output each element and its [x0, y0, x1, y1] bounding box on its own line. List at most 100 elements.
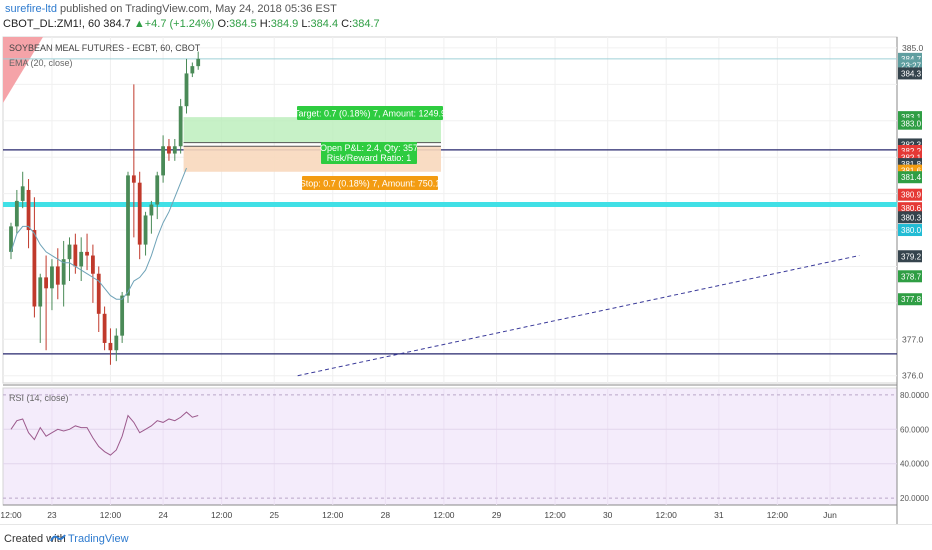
footer: Created with TradingView: [0, 524, 932, 550]
candle-body: [55, 266, 60, 285]
low-label: L:: [301, 18, 311, 30]
up-triangle-icon: ▲: [133, 18, 145, 30]
author-link[interactable]: surefire-ltd: [5, 3, 57, 15]
candle-body: [9, 226, 13, 252]
candle-body: [73, 244, 78, 267]
price-marker-label: 23:27: [901, 61, 922, 70]
candle-body: [91, 255, 95, 274]
target-zone: [183, 117, 441, 143]
candle-body: [79, 251, 84, 267]
publish-date: published on TradingView.com, May 24, 20…: [56, 3, 337, 15]
price-marker-label: 382.2: [901, 147, 922, 156]
drawing-triangle: [3, 37, 43, 103]
price-marker-bg: [898, 188, 922, 201]
price-marker-label: 381.8: [901, 160, 922, 169]
price-marker-label: 380.3: [901, 213, 922, 222]
price-marker-label: 381.6: [901, 167, 922, 176]
candle-body: [137, 182, 142, 245]
price-marker-bg: [898, 224, 922, 237]
price-marker-bg: [898, 59, 922, 72]
candle-body: [26, 189, 31, 231]
price-marker-label: 382.3: [901, 140, 922, 149]
price-tick-label: 377.0: [902, 334, 924, 344]
rsi-legend: RSI (14, close): [9, 393, 69, 403]
candle-body: [108, 342, 113, 351]
price-marker-label: 383.1: [901, 113, 922, 122]
price-marker-label: 380.6: [901, 204, 922, 213]
symbol-name: CBOT_DL:ZM1!, 60: [3, 18, 101, 30]
rsi-tick-label: 20.0000: [900, 494, 929, 503]
rsi-tick-label: 60.0000: [900, 425, 929, 434]
time-tick-label: 12:00: [544, 510, 566, 520]
candle-body: [20, 186, 25, 201]
price-marker-label: 383.0: [901, 120, 922, 129]
time-tick-label: 12:00: [100, 510, 122, 520]
ema-legend: EMA (20, close): [9, 58, 73, 68]
target-label-bg: [297, 106, 443, 120]
time-tick-label: 12:00: [767, 510, 789, 520]
price-marker-label: 384.3: [901, 69, 922, 78]
candle-body: [44, 277, 48, 289]
candle-body: [102, 313, 107, 343]
candle-body: [50, 266, 54, 289]
time-tick-label: 30: [603, 510, 613, 520]
time-tick-label: 24: [158, 510, 168, 520]
open-value: 384.5: [229, 18, 257, 30]
price-marker-bg: [898, 67, 922, 80]
candle-body: [172, 146, 177, 154]
tradingview-logo-icon: [50, 534, 66, 542]
candle-body: [126, 175, 130, 296]
price-marker-label: 380.9: [901, 191, 922, 200]
time-tick-label: 25: [270, 510, 280, 520]
candle-body: [190, 66, 195, 74]
low-value: 384.4: [310, 18, 339, 30]
price-marker-bg: [898, 202, 922, 215]
stop-label-bg: [302, 176, 438, 190]
price-marker-bg: [898, 117, 922, 130]
candle-body: [161, 146, 165, 176]
candle-body: [196, 58, 201, 67]
stop-label: Stop: 0.7 (0.18%) 7, Amount: 750.1: [300, 179, 441, 189]
candle-body: [61, 259, 66, 285]
candle-body: [120, 295, 125, 336]
symbol-info: CBOT_DL:ZM1!, 60 384.7 ▲+4.7 (+1.24%) O:…: [3, 18, 380, 30]
time-tick-label: 23: [47, 510, 57, 520]
rsi-tick-label: 40.0000: [900, 460, 929, 469]
time-tick-label: Jun: [823, 510, 837, 520]
price-marker-label: 381.4: [901, 173, 922, 182]
price-change: +4.7 (+1.24%): [144, 18, 215, 30]
candle-body: [143, 215, 148, 245]
price-marker-bg: [898, 171, 922, 184]
time-tick-label: 28: [381, 510, 391, 520]
time-tick-label: 12:00: [433, 510, 455, 520]
dashed-trendline: [297, 255, 860, 377]
candle-body: [32, 230, 37, 307]
price-marker-label: 384.7: [901, 55, 922, 64]
time-tick-label: 12:00: [211, 510, 233, 520]
price-marker-bg: [898, 250, 922, 263]
pnl-label-bg: [321, 142, 417, 164]
candle-body: [155, 175, 160, 205]
candle-body: [178, 106, 183, 147]
candle-body: [149, 204, 154, 216]
tradingview-brand-link[interactable]: TradingView: [68, 533, 129, 545]
price-pane: [2, 36, 898, 384]
rsi-line: [10, 411, 199, 456]
open-label: O:: [217, 18, 230, 30]
risk-reward-label: Risk/Reward Ratio: 1: [327, 153, 412, 163]
target-label: Target: 0.7 (0.18%) 7, Amount: 1249.9: [294, 109, 446, 119]
candle-body: [14, 200, 19, 227]
candle-body: [184, 73, 189, 107]
time-tick-label: 12:00: [656, 510, 678, 520]
open-pnl-label: Open P&L: 2.4, Qty: 357: [320, 143, 418, 153]
close-label: C:: [341, 18, 353, 30]
chart-title: SOYBEAN MEAL FUTURES - ECBT, 60, CBOT: [9, 43, 201, 53]
candle-body: [85, 251, 89, 256]
time-tick-label: 31: [714, 510, 724, 520]
price-marker-label: 378.7: [901, 272, 922, 281]
price-marker-bg: [898, 211, 922, 224]
candle-body: [131, 175, 136, 183]
rsi-pane: [2, 387, 898, 506]
candle-body: [167, 146, 171, 154]
